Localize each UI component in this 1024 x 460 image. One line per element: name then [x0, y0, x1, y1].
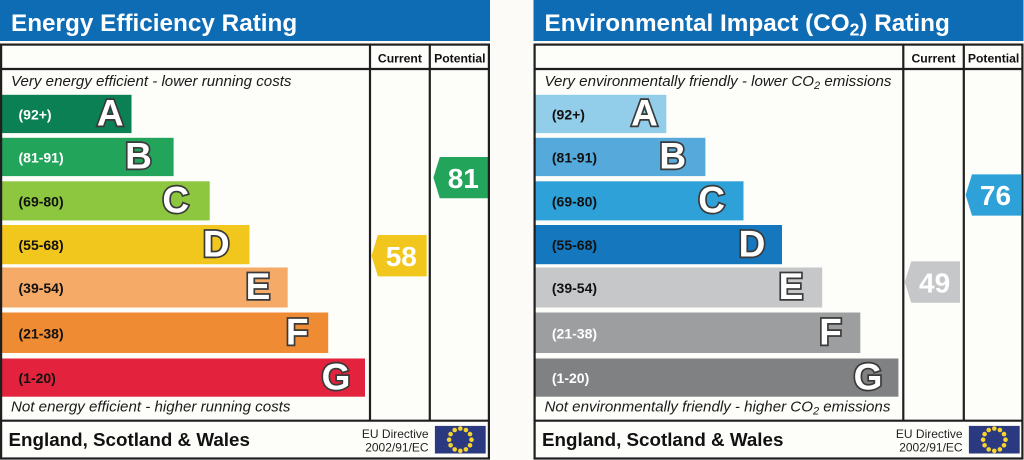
- svg-text:49: 49: [919, 267, 950, 298]
- svg-text:81: 81: [448, 163, 479, 194]
- svg-text:(92+): (92+): [552, 107, 585, 123]
- svg-text:(1-20): (1-20): [19, 370, 56, 386]
- svg-text:Current: Current: [911, 51, 955, 65]
- svg-text:D: D: [203, 223, 230, 264]
- svg-text:Very energy efficient - lower: Very energy efficient - lower running co…: [11, 73, 292, 90]
- svg-text:76: 76: [980, 180, 1011, 211]
- svg-text:Very environmentally friendly: Very environmentally friendly - lower CO…: [545, 73, 892, 92]
- svg-text:Energy Efficiency Rating: Energy Efficiency Rating: [11, 10, 297, 37]
- svg-text:C: C: [698, 180, 725, 221]
- svg-text:G: G: [322, 356, 351, 397]
- svg-text:(69-80): (69-80): [552, 194, 597, 210]
- svg-text:G: G: [854, 356, 883, 397]
- svg-text:B: B: [125, 136, 152, 177]
- svg-text:A: A: [631, 93, 658, 134]
- svg-text:(39-54): (39-54): [552, 280, 597, 296]
- svg-text:(92+): (92+): [19, 107, 52, 123]
- svg-text:2002/91/EC: 2002/91/EC: [365, 441, 429, 455]
- svg-text:(1-20): (1-20): [552, 370, 589, 386]
- svg-text:F: F: [286, 311, 309, 352]
- svg-text:E: E: [246, 266, 271, 307]
- svg-text:(39-54): (39-54): [19, 280, 64, 296]
- svg-text:EU Directive: EU Directive: [896, 427, 963, 441]
- svg-text:B: B: [659, 136, 686, 177]
- svg-text:Potential: Potential: [968, 51, 1019, 65]
- svg-text:2002/91/EC: 2002/91/EC: [899, 441, 963, 455]
- svg-text:EU Directive: EU Directive: [362, 427, 429, 441]
- svg-text:Potential: Potential: [434, 51, 485, 65]
- svg-text:A: A: [97, 93, 124, 134]
- svg-text:(21-38): (21-38): [552, 325, 597, 341]
- svg-text:(81-91): (81-91): [552, 150, 597, 166]
- svg-text:C: C: [162, 180, 189, 221]
- svg-text:E: E: [779, 266, 804, 307]
- svg-text:(55-68): (55-68): [19, 237, 64, 253]
- svg-text:(69-80): (69-80): [19, 194, 64, 210]
- svg-text:Not environmentally friendly -: Not environmentally friendly - higher CO…: [545, 399, 891, 418]
- svg-text:(21-38): (21-38): [19, 325, 64, 341]
- svg-text:Environmental Impact (CO2) Rat: Environmental Impact (CO2) Rating: [545, 10, 950, 40]
- svg-text:Current: Current: [378, 51, 422, 65]
- svg-text:58: 58: [386, 241, 417, 272]
- svg-text:D: D: [739, 223, 766, 264]
- svg-text:(81-91): (81-91): [19, 150, 64, 166]
- svg-text:F: F: [819, 311, 842, 352]
- svg-text:England, Scotland & Wales: England, Scotland & Wales: [9, 429, 250, 450]
- svg-text:Not energy efficient - higher: Not energy efficient - higher running co…: [11, 399, 291, 416]
- svg-text:England, Scotland & Wales: England, Scotland & Wales: [542, 429, 783, 450]
- svg-text:(55-68): (55-68): [552, 237, 597, 253]
